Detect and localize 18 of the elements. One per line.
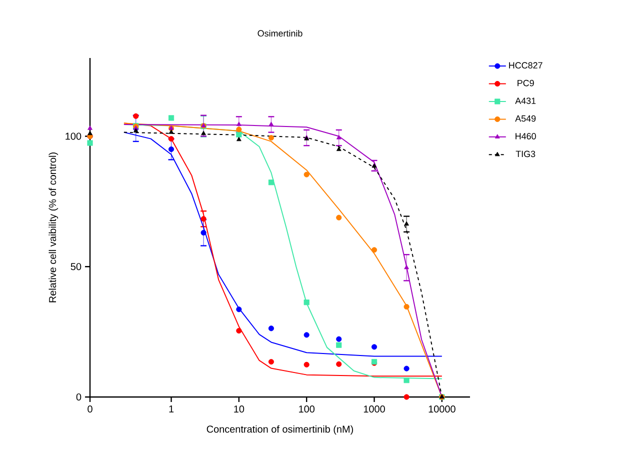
legend-label: PC9 [518,80,534,86]
x-tick-label: 0 [88,405,92,413]
x-tick-label: 1 [169,405,174,412]
x-tick-label: 100 [299,405,315,413]
chart-title: Osimertinib [258,30,302,37]
y-tick-label: 100 [66,132,82,140]
x-tick-label: 1000 [364,405,385,413]
legend-label: A431 [515,98,536,104]
legend-label: H460 [516,133,536,140]
y-axis-title: Relative cell vaibility (% of control) [48,152,58,302]
y-tick-label: 0 [76,393,82,401]
legend-label: A549 [515,115,536,122]
y-tick-label: 50 [70,263,82,270]
legend-label: TIG3 [516,150,536,158]
legend-label: HCC827 [509,62,542,69]
x-axis-title: Concentration of osimertinib (nM) [206,425,354,435]
x-tick-label: 10 [234,405,244,413]
x-tick-label: 10000 [428,405,456,413]
